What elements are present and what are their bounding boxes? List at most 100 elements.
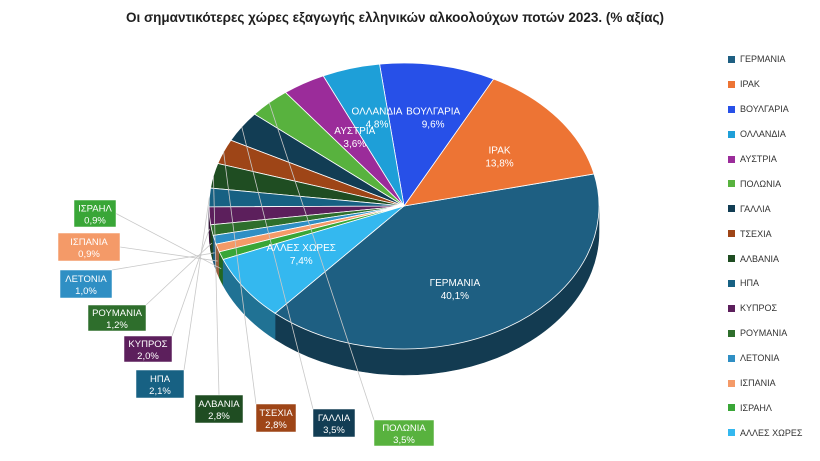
legend-label: ΓΕΡΜΑΝΙΑ — [740, 54, 786, 65]
legend-swatch — [728, 155, 735, 163]
legend-item: ΛΕΤΟΝΙΑ — [728, 346, 820, 371]
leader-line — [171, 228, 210, 337]
legend-item: ΗΠΑ — [728, 271, 820, 296]
data-label-box — [255, 403, 297, 433]
leader-line — [111, 252, 215, 271]
data-label-box — [87, 304, 147, 332]
data-label-name: ΑΛΒΑΝΙΑ — [198, 399, 240, 410]
data-label-name: ΡΟΥΜΑΝΙΑ — [92, 308, 143, 319]
legend-label: ΠΟΛΩΝΙΑ — [740, 178, 782, 189]
data-label-name: ΤΣΕΧΙΑ — [259, 408, 293, 419]
legend-swatch — [728, 130, 735, 138]
legend-label: ΚΥΠΡΟΣ — [740, 303, 778, 314]
leader-line — [115, 213, 222, 270]
legend-swatch — [728, 379, 735, 387]
data-label-name: ΚΥΠΡΟΣ — [128, 339, 167, 350]
data-label-box — [57, 232, 121, 262]
legend-item: ΙΡΑΚ — [728, 72, 820, 97]
legend-swatch — [728, 304, 735, 312]
data-label-value: 0,9% — [84, 216, 106, 227]
legend-swatch — [728, 354, 735, 362]
legend-item: ΑΛΒΑΝΙΑ — [728, 246, 820, 271]
leader-line — [268, 102, 375, 421]
data-label-value: 2,8% — [265, 420, 287, 431]
legend-swatch — [728, 404, 735, 412]
data-label-value: 4,8% — [366, 120, 389, 131]
data-label-value: 2,0% — [137, 351, 159, 362]
legend-item: ΚΥΠΡΟΣ — [728, 296, 820, 321]
chart-legend: ΓΕΡΜΑΝΙΑ ΙΡΑΚ ΒΟΥΛΓΑΡΙΑ ΟΛΛΑΝΔΙΑ ΑΥΣΤΡΙΑ ΠΟΛΩ… — [728, 47, 820, 445]
data-label-box — [73, 199, 117, 228]
data-label-value: 2,1% — [149, 386, 171, 397]
data-label-box — [312, 408, 356, 438]
data-label-value: 1,2% — [106, 320, 128, 331]
legend-item: ΓΕΡΜΑΝΙΑ — [728, 47, 820, 72]
leader-line — [183, 197, 210, 371]
data-label-value: 40,1% — [441, 291, 469, 302]
data-label-box — [373, 419, 435, 447]
legend-label: ΑΛΛΕΣ ΧΩΡΕΣ — [740, 427, 803, 438]
leader-line — [223, 151, 257, 405]
legend-swatch — [728, 180, 735, 188]
legend-item: ΙΣΠΑΝΙΑ — [728, 371, 820, 396]
legend-label: ΒΟΥΛΓΑΡΙΑ — [740, 104, 789, 115]
legend-swatch — [728, 230, 735, 238]
data-label-name: ΠΟΛΩΝΙΑ — [382, 423, 426, 434]
legend-swatch — [728, 105, 735, 113]
legend-item: ΓΑΛΛΙΑ — [728, 196, 820, 221]
pie-top — [208, 62, 600, 350]
legend-label: ΗΠΑ — [740, 278, 760, 289]
leader-line — [213, 175, 220, 396]
data-label-name: ΒΟΥΛΓΑΡΙΑ — [406, 107, 460, 118]
data-label-name: ΙΣΠΑΝΙΑ — [70, 237, 108, 248]
legend-item: ΠΟΛΩΝΙΑ — [728, 171, 820, 196]
legend-item: ΑΛΛΕΣ ΧΩΡΕΣ — [728, 420, 820, 445]
data-label-name: ΙΡΑΚ — [489, 146, 511, 157]
data-label-name: ΑΛΛΕΣ ΧΩΡΕΣ — [267, 243, 336, 254]
data-label-value: 2,8% — [208, 411, 230, 422]
legend-item: ΙΣΡΑΗΛ — [728, 395, 820, 420]
legend-label: ΛΕΤΟΝΙΑ — [740, 353, 780, 364]
legend-label: ΟΛΛΑΝΔΙΑ — [740, 129, 786, 140]
data-label-name: ΓΕΡΜΑΝΙΑ — [430, 278, 481, 289]
legend-swatch — [728, 55, 735, 63]
legend-label: ΓΑΛΛΙΑ — [740, 203, 771, 214]
pie-slice-15 — [222, 205, 405, 314]
legend-label: ΙΣΡΑΗΛ — [740, 402, 772, 413]
legend-swatch — [728, 255, 735, 263]
legend-swatch — [728, 329, 735, 337]
data-label-name: ΙΣΡΑΗΛ — [78, 204, 112, 215]
data-label-name: ΛΕΤΟΝΙΑ — [65, 274, 107, 285]
data-label-name: ΑΥΣΤΡΙΑ — [334, 126, 375, 137]
legend-item: ΤΣΕΧΙΑ — [728, 221, 820, 246]
legend-label: ΙΡΑΚ — [740, 79, 760, 90]
legend-swatch — [728, 205, 735, 213]
pie-slice-0 — [274, 173, 600, 350]
pie-data-labels: ΓΕΡΜΑΝΙΑ 40,1% ΙΡΑΚ 13,8% ΒΟΥΛΓΑΡΙΑ 9,6% ΟΛΛΑΝ… — [57, 102, 514, 447]
data-label-value: 0,9% — [78, 249, 100, 260]
data-label-name: ΟΛΛΑΝΔΙΑ — [352, 107, 403, 118]
pie-slice-1 — [403, 78, 595, 207]
legend-swatch — [728, 429, 735, 437]
leader-line — [241, 126, 314, 410]
legend-label: ΙΣΠΑΝΙΑ — [740, 378, 776, 389]
data-label-value: 7,4% — [290, 256, 313, 267]
data-label-value: 3,6% — [343, 139, 366, 150]
legend-item: ΡΟΥΜΑΝΙΑ — [728, 321, 820, 346]
data-label-box — [123, 335, 173, 363]
data-label-value: 9,6% — [422, 120, 445, 131]
legend-label: ΑΥΣΤΡΙΑ — [740, 154, 777, 164]
data-label-value: 3,5% — [393, 435, 415, 446]
leader-line — [145, 242, 213, 306]
data-label-box — [59, 269, 113, 299]
legend-swatch — [728, 80, 735, 88]
legend-label: ΡΟΥΜΑΝΙΑ — [740, 328, 788, 339]
pie-slice-2 — [379, 62, 495, 208]
data-label-name: ΓΑΛΛΙΑ — [318, 413, 351, 424]
data-label-box — [194, 394, 244, 424]
data-label-name: ΗΠΑ — [150, 374, 171, 385]
data-label-value: 3,5% — [323, 425, 345, 436]
legend-label: ΑΛΒΑΝΙΑ — [740, 253, 780, 264]
